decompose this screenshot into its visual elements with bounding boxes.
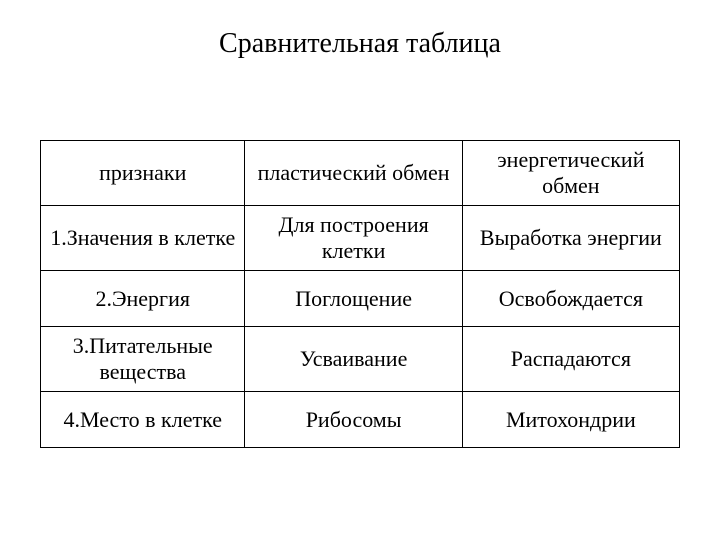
table-cell: Усваивание: [245, 327, 462, 392]
table-cell: Рибосомы: [245, 392, 462, 448]
table-cell: Поглощение: [245, 271, 462, 327]
table-cell: 2.Энергия: [41, 271, 245, 327]
table-cell: Для построения клетки: [245, 206, 462, 271]
table-row: 2.Энергия Поглощение Освобождается: [41, 271, 680, 327]
table-cell: Распадаются: [462, 327, 679, 392]
comparison-table: признаки пластический обмен энергетическ…: [40, 140, 680, 448]
table-header-row: признаки пластический обмен энергетическ…: [41, 141, 680, 206]
table-cell: 1.Значения в клетке: [41, 206, 245, 271]
table-row: 1.Значения в клетке Для построения клетк…: [41, 206, 680, 271]
page-title: Сравнительная таблица: [40, 28, 680, 60]
column-header: энергетический обмен: [462, 141, 679, 206]
table-row: 3.Питательные вещества Усваивание Распад…: [41, 327, 680, 392]
column-header: пластический обмен: [245, 141, 462, 206]
table-cell: Митохондрии: [462, 392, 679, 448]
column-header: признаки: [41, 141, 245, 206]
table-row: 4.Место в клетке Рибосомы Митохондрии: [41, 392, 680, 448]
table-cell: Освобождается: [462, 271, 679, 327]
table-cell: 3.Питательные вещества: [41, 327, 245, 392]
table-cell: 4.Место в клетке: [41, 392, 245, 448]
table-cell: Выработка энергии: [462, 206, 679, 271]
